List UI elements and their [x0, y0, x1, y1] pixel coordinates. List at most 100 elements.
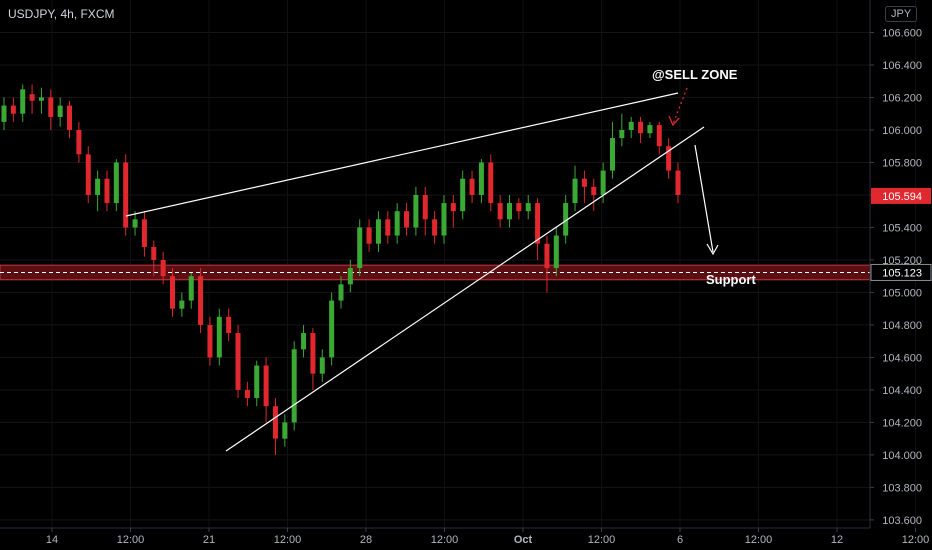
candle-body: [29, 94, 35, 101]
candle-body: [216, 316, 222, 358]
candle-body: [244, 389, 250, 399]
candle-body: [638, 121, 644, 134]
x-tick-label: 12:00: [588, 534, 616, 546]
candle-body: [432, 219, 438, 236]
symbol-title: USDJPY, 4h, FXCM: [8, 7, 115, 21]
candle-body: [160, 259, 166, 277]
candle-body: [572, 178, 578, 204]
lower-trendline: [225, 126, 705, 452]
y-tick-label: 103.600: [882, 515, 922, 527]
candle-body: [291, 349, 297, 423]
grid: [0, 0, 916, 528]
candle-body: [263, 365, 269, 407]
candle-body: [647, 125, 653, 134]
y-tick-label: 103.800: [882, 482, 922, 494]
x-tick-label: 12: [831, 534, 843, 546]
candle-body: [48, 97, 54, 117]
candle-body: [535, 203, 541, 244]
candle-body: [394, 211, 400, 236]
candle-body: [198, 276, 204, 325]
x-tick-label: 28: [360, 534, 372, 546]
sell-zone-arrow-head: [668, 115, 680, 127]
candle-body: [591, 186, 597, 195]
candle-body: [544, 243, 550, 269]
candle-body: [385, 219, 391, 236]
candle-body: [581, 178, 587, 187]
y-tick-label: 104.200: [882, 417, 922, 429]
candle-body: [282, 422, 288, 439]
y-tick-label: 104.800: [882, 320, 922, 332]
candle-body: [310, 333, 316, 374]
candle-body: [338, 284, 344, 301]
candle-body: [413, 194, 419, 228]
candle-body: [516, 203, 522, 212]
candle-body: [254, 365, 260, 399]
y-tick-label: 104.400: [882, 385, 922, 397]
candle-body: [67, 105, 73, 130]
candle-body: [123, 162, 129, 228]
price-axis[interactable]: 106.600106.400106.200106.000105.800105.6…: [869, 0, 922, 528]
candle-body: [553, 235, 559, 269]
y-tick-label: 106.400: [882, 60, 922, 72]
y-tick-label: 105.800: [882, 157, 922, 169]
candle-body: [151, 246, 157, 260]
time-axis[interactable]: 14 12:00 21 12:00 28 12:00 Oct 12:00 6 12:00 12 12:…: [0, 527, 932, 546]
candle-body: [525, 203, 531, 212]
candle-body: [76, 129, 82, 155]
candle-body: [609, 138, 615, 171]
candle-body: [347, 268, 353, 285]
x-tick-label: 12:00: [274, 534, 302, 546]
candle-body: [104, 178, 110, 204]
candle-body: [600, 170, 606, 195]
support-label: Support: [706, 272, 756, 287]
y-tick-label: 104.600: [882, 352, 922, 364]
candle-body: [375, 219, 381, 244]
x-tick-label: 14: [46, 534, 58, 546]
x-tick-label: 12:00: [902, 534, 930, 546]
candle-body: [20, 89, 26, 114]
candle-body: [319, 357, 325, 374]
candle-body: [460, 178, 466, 212]
candle-body: [507, 203, 512, 220]
down-arrow-line: [694, 144, 714, 253]
y-tick-label: 106.200: [882, 92, 922, 104]
candle-body: [666, 146, 672, 171]
candle-body: [207, 324, 213, 358]
candle-body: [188, 276, 194, 301]
y-tick-label: 105.000: [882, 287, 922, 299]
support-price-label: 105.123: [882, 267, 922, 279]
candle-body: [132, 219, 138, 228]
candle-body: [38, 97, 44, 101]
candle-body: [628, 121, 634, 130]
y-tick-label: 106.000: [882, 125, 922, 137]
x-tick-label: Oct: [514, 534, 533, 546]
candle-body: [57, 105, 63, 117]
y-tick-label: 104.000: [882, 450, 922, 462]
candle-body: [141, 219, 147, 247]
candle-body: [1, 105, 7, 122]
candle-body: [10, 105, 16, 114]
candle-body: [656, 125, 662, 147]
candle-body: [675, 170, 681, 195]
candles: [1, 84, 681, 455]
down-arrow-head: [706, 243, 719, 256]
candle-body: [404, 211, 410, 228]
trendlines: [125, 87, 719, 452]
candle-body: [563, 203, 569, 236]
x-tick-label: 6: [677, 534, 683, 546]
currency-button[interactable]: JPY: [885, 6, 918, 22]
x-tick-label: 12:00: [117, 534, 145, 546]
candle-body: [329, 300, 335, 358]
current-price-tag: 105.594: [871, 187, 931, 204]
candle-body: [170, 276, 175, 309]
y-tick-label: 105.200: [882, 255, 922, 267]
candle-body: [497, 203, 503, 220]
current-price-label: 105.594: [882, 191, 922, 203]
candle-body: [441, 203, 447, 236]
candle-body: [179, 300, 185, 309]
candle-body: [450, 203, 456, 212]
sell-zone-arrow: [672, 87, 688, 125]
candle-body: [488, 162, 494, 204]
y-tick-label: 106.600: [882, 27, 922, 39]
